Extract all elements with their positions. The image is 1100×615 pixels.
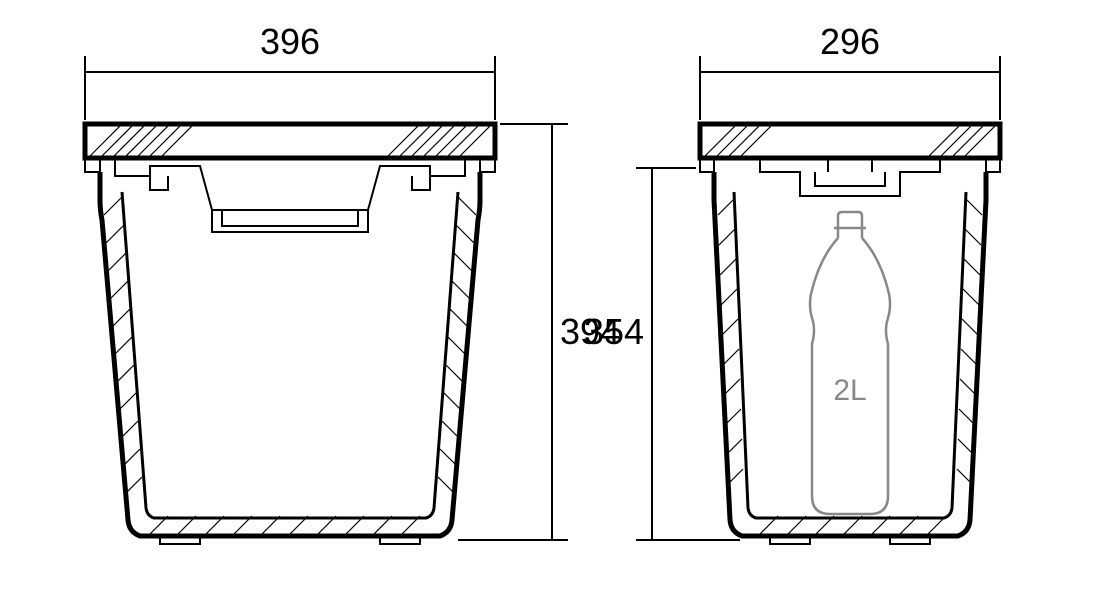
dim-front-width-label: 396	[260, 21, 320, 62]
diagram-svg: 2L 396 296 394 354	[0, 0, 1100, 615]
dimensional-diagram: 2L 396 296 394 354	[0, 0, 1100, 615]
bottle-2l: 2L	[810, 212, 890, 514]
front-view	[85, 124, 495, 544]
dim-side-width-label: 296	[820, 21, 880, 62]
side-view: 2L	[700, 124, 1000, 544]
bottle-capacity-label: 2L	[833, 374, 866, 407]
dim-front-width: 396	[85, 21, 495, 120]
dim-side-inner-height-label: 354	[584, 311, 644, 352]
dim-side-width: 296	[700, 21, 1000, 120]
